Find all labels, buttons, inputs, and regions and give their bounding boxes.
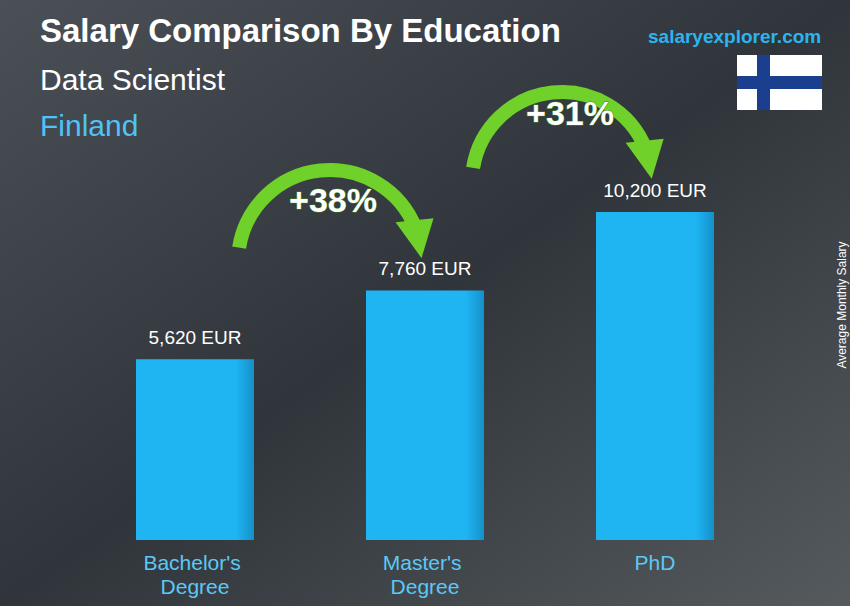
- svg-text:7,760 EUR: 7,760 EUR: [379, 258, 472, 279]
- svg-text:+31%: +31%: [526, 94, 614, 132]
- svg-text:10,200 EUR: 10,200 EUR: [603, 180, 707, 201]
- svg-text:Salary Comparison By Education: Salary Comparison By Education: [40, 12, 561, 49]
- svg-text:Data Scientist: Data Scientist: [40, 63, 226, 96]
- svg-text:Master's: Master's: [383, 551, 468, 574]
- svg-text:Degree: Degree: [161, 575, 230, 598]
- svg-text:Finland: Finland: [40, 109, 138, 142]
- svg-text:5,620 EUR: 5,620 EUR: [149, 327, 242, 348]
- svg-text:Bachelor's: Bachelor's: [143, 551, 246, 574]
- svg-text:Degree: Degree: [391, 575, 460, 598]
- svg-text:PhD: PhD: [635, 551, 676, 574]
- svg-text:+38%: +38%: [289, 181, 377, 219]
- svg-text:salaryexplorer.com: salaryexplorer.com: [648, 26, 821, 47]
- svg-text:Average Monthly Salary: Average Monthly Salary: [835, 241, 849, 368]
